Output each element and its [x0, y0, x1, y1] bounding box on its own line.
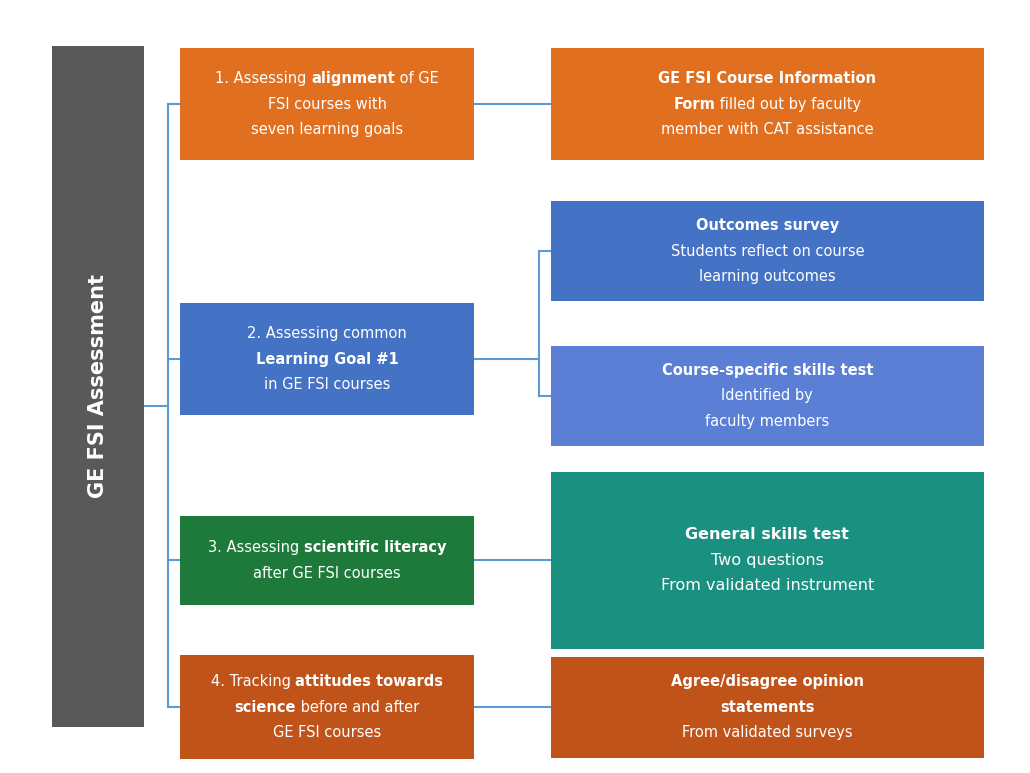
- Text: General skills test: General skills test: [685, 527, 850, 543]
- FancyBboxPatch shape: [180, 655, 474, 759]
- Text: learning outcomes: learning outcomes: [699, 269, 835, 284]
- Text: Course-specific skills test: Course-specific skills test: [661, 363, 873, 378]
- FancyBboxPatch shape: [551, 346, 984, 446]
- Text: alignment: alignment: [311, 71, 396, 87]
- Text: 1. Assessing: 1. Assessing: [215, 71, 311, 87]
- Text: science: science: [235, 700, 297, 715]
- Text: Agree/disagree opinion: Agree/disagree opinion: [671, 674, 864, 690]
- Text: member with CAT assistance: member with CAT assistance: [661, 122, 873, 138]
- Text: Students reflect on course: Students reflect on course: [671, 243, 864, 259]
- Text: Learning Goal #1: Learning Goal #1: [255, 352, 399, 367]
- Text: faculty members: faculty members: [706, 414, 829, 429]
- Text: seven learning goals: seven learning goals: [251, 122, 403, 138]
- Text: after GE FSI courses: after GE FSI courses: [253, 566, 401, 581]
- Text: 2. Assessing common: 2. Assessing common: [247, 326, 407, 342]
- Text: filled out by faculty: filled out by faculty: [715, 97, 861, 112]
- Text: before and after: before and after: [297, 700, 419, 715]
- Text: 3. Assessing: 3. Assessing: [208, 540, 304, 555]
- FancyBboxPatch shape: [551, 472, 984, 649]
- Text: attitudes towards: attitudes towards: [296, 674, 443, 690]
- FancyBboxPatch shape: [551, 657, 984, 758]
- Text: FSI courses with: FSI courses with: [268, 97, 386, 112]
- Text: Two questions: Two questions: [711, 553, 824, 568]
- FancyBboxPatch shape: [180, 516, 474, 604]
- Text: Identified by: Identified by: [721, 388, 814, 404]
- FancyBboxPatch shape: [180, 303, 474, 415]
- Text: Form: Form: [674, 97, 715, 112]
- FancyBboxPatch shape: [551, 201, 984, 301]
- Text: in GE FSI courses: in GE FSI courses: [264, 377, 390, 393]
- Text: Outcomes survey: Outcomes survey: [696, 218, 838, 233]
- Text: GE FSI courses: GE FSI courses: [273, 725, 381, 741]
- Text: GE FSI Assessment: GE FSI Assessment: [88, 274, 108, 499]
- FancyBboxPatch shape: [52, 46, 144, 727]
- Text: statements: statements: [720, 700, 815, 715]
- Text: GE FSI Course Information: GE FSI Course Information: [658, 71, 877, 87]
- Text: scientific literacy: scientific literacy: [304, 540, 446, 555]
- Text: 4. Tracking: 4. Tracking: [211, 674, 296, 690]
- FancyBboxPatch shape: [180, 48, 474, 161]
- Text: of GE: of GE: [396, 71, 439, 87]
- FancyBboxPatch shape: [551, 48, 984, 161]
- Text: From validated instrument: From validated instrument: [660, 578, 874, 594]
- Text: From validated surveys: From validated surveys: [682, 725, 853, 741]
